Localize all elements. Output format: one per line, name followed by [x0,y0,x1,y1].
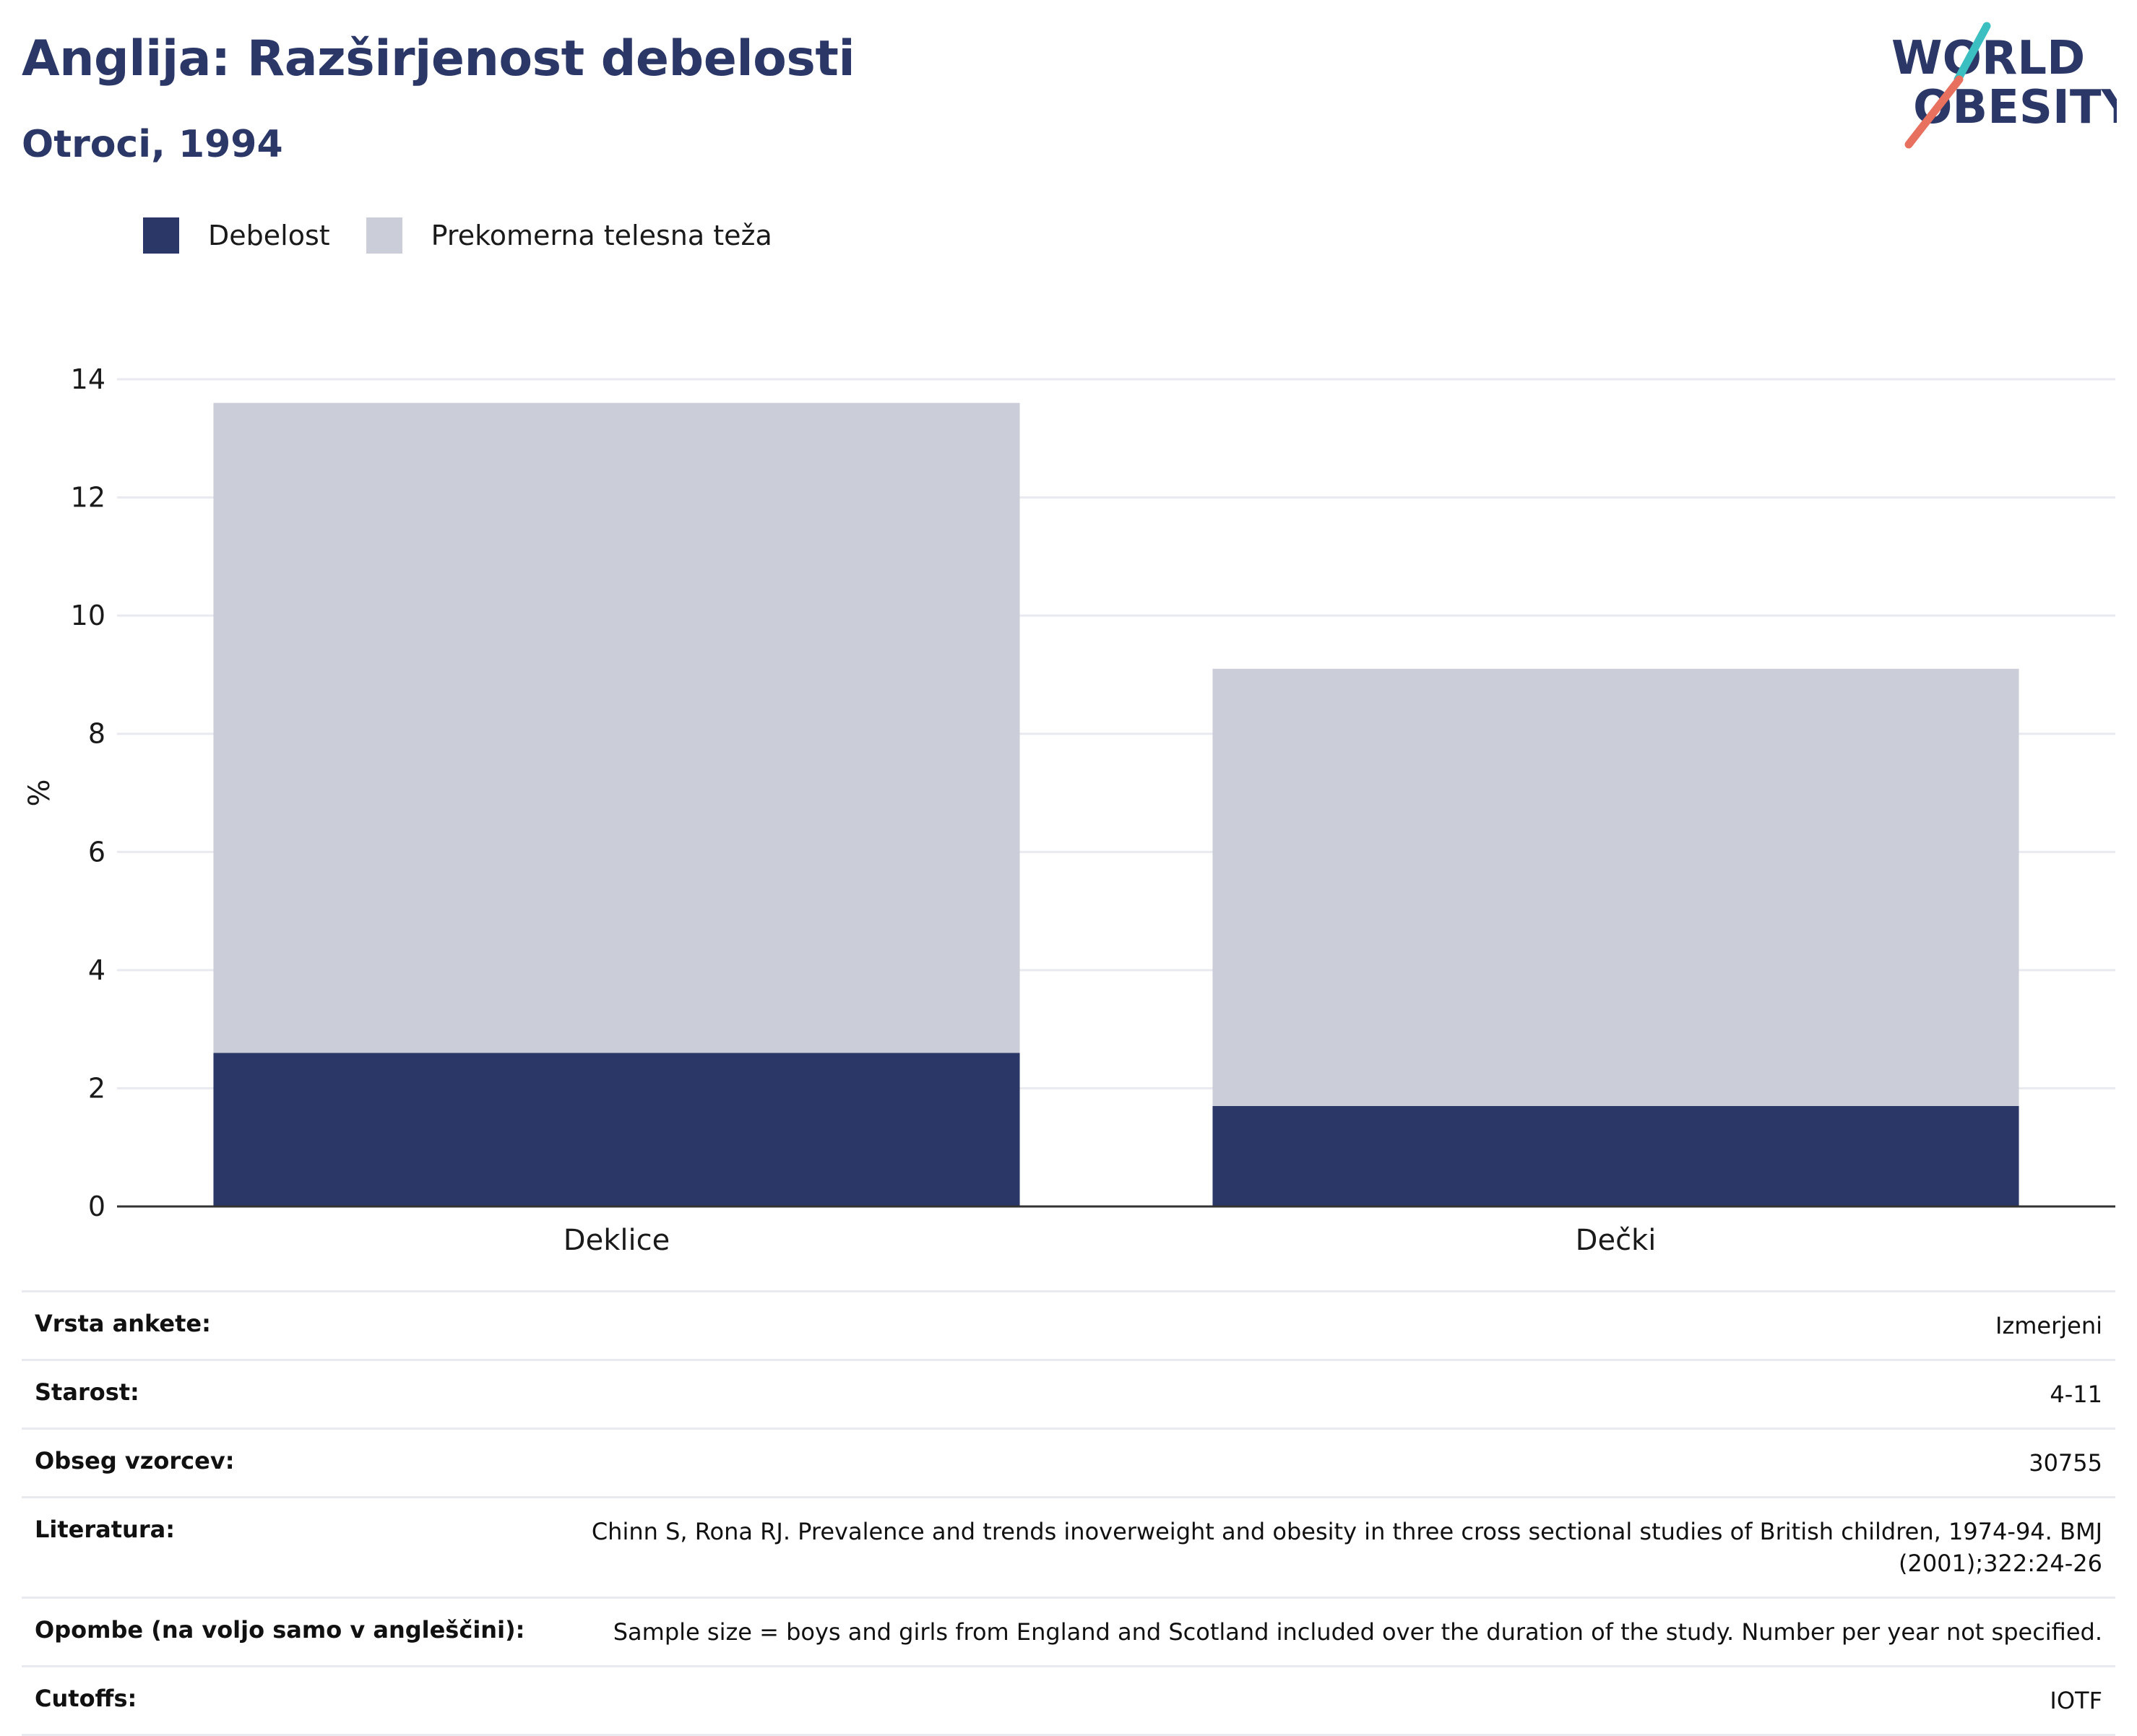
prevalence-bar-chart: 0 2 4 6 8 10 12 14% Deklice Dečki [23,363,2115,1257]
info-label: Starost: [35,1378,139,1406]
info-row: Cutoffs: IOTF [22,1666,2115,1735]
info-value: Chinn S, Rona RJ. Prevalence and trends … [591,1518,2102,1577]
legend-item-overweight: Prekomerna telesna teža [366,217,772,254]
y-tick-label: 12 [71,482,105,514]
info-value: Sample size = boys and girls from Englan… [613,1618,2102,1646]
y-axis-label: % [23,779,56,806]
y-tick-label: 2 [88,1072,105,1104]
info-value: 4-11 [2050,1381,2102,1408]
y-tick-label: 10 [71,600,105,631]
bar-overweight-1 [1212,668,2019,1106]
info-label: Literatura: [35,1516,175,1543]
y-tick-label: 8 [88,718,105,750]
info-row: Opombe (na voljo samo v angleščini): Samp… [22,1597,2115,1667]
info-label: Opombe (na voljo samo v angleščini): [35,1616,525,1644]
info-value: 30755 [2029,1449,2102,1477]
logo-text-world: WORLD [1891,32,2085,85]
info-label: Cutoffs: [35,1685,137,1712]
legend-label-obesity: Debelost [208,220,330,251]
bar-overweight-0 [213,402,1020,1053]
legend-label-overweight: Prekomerna telesna teža [431,220,772,251]
info-value: IOTF [2050,1687,2102,1714]
y-tick-label: 4 [88,954,105,986]
info-label: Vrsta ankete: [35,1310,211,1337]
x-category-label: Deklice [564,1224,670,1257]
bar-obesity-1 [1212,1105,2019,1206]
x-category-label: Dečki [1576,1224,1657,1257]
survey-info-table: Vrsta ankete: Izmerjeni Starost: 4-11 Obseg … [22,1290,2115,1736]
y-tick-label: 14 [71,363,105,395]
chart-legend: Debelost Prekomerna telesna teža [143,214,808,257]
info-row: Obseg vzorcev: 30755 [22,1428,2115,1498]
page-title: Anglija: Razširjenost debelosti [22,30,855,87]
y-tick-label: 0 [88,1191,105,1222]
bar-obesity-0 [213,1053,1020,1206]
world-obesity-logo: WORLD OBESITY [1891,22,2117,149]
page-subtitle: Otroci, 1994 [22,123,283,166]
legend-swatch-overweight [366,217,402,254]
info-row: Literatura: Chinn S, Rona RJ. Prevalence … [22,1497,2115,1598]
logo-slash-coral [1904,75,1964,149]
info-value: Izmerjeni [1995,1312,2102,1339]
info-label: Obseg vzorcev: [35,1447,235,1474]
y-tick-label: 6 [88,836,105,868]
info-row: Starost: 4-11 [22,1360,2115,1429]
info-row: Vrsta ankete: Izmerjeni [22,1291,2115,1360]
logo-slash-teal [1953,22,1991,84]
legend-swatch-obesity [143,217,179,254]
legend-item-obesity: Debelost [143,217,330,254]
